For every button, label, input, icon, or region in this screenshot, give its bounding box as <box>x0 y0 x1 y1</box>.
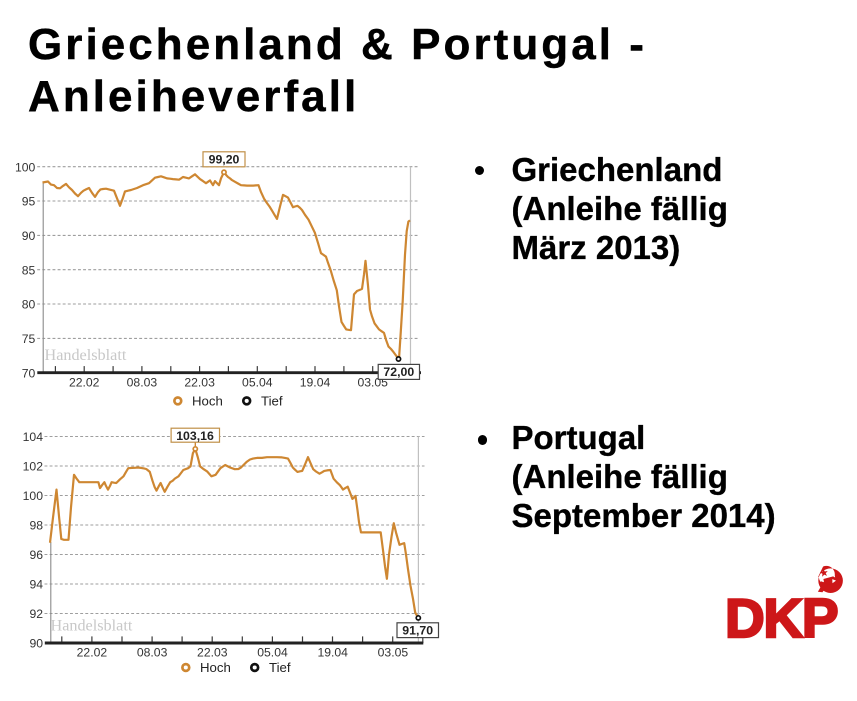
svg-text:90: 90 <box>22 229 36 243</box>
svg-text:Handelsblatt: Handelsblatt <box>51 616 133 634</box>
svg-text:05.04: 05.04 <box>242 376 273 390</box>
svg-text:Tief: Tief <box>269 660 291 675</box>
svg-text:98: 98 <box>29 519 43 533</box>
svg-text:19.04: 19.04 <box>317 646 348 660</box>
svg-text:100: 100 <box>23 489 44 503</box>
svg-text:70: 70 <box>22 366 36 380</box>
svg-text:72,00: 72,00 <box>383 365 414 379</box>
svg-text:19.04: 19.04 <box>300 376 331 390</box>
svg-text:22.02: 22.02 <box>69 376 100 390</box>
svg-text:85: 85 <box>22 263 36 277</box>
svg-text:22.03: 22.03 <box>197 646 228 660</box>
svg-text:102: 102 <box>23 460 44 474</box>
svg-text:05.04: 05.04 <box>257 646 288 660</box>
svg-text:92: 92 <box>29 607 43 621</box>
svg-text:95: 95 <box>22 195 36 209</box>
svg-text:80: 80 <box>22 298 36 312</box>
svg-text:96: 96 <box>29 548 43 562</box>
svg-text:75: 75 <box>22 332 36 346</box>
svg-text:91,70: 91,70 <box>402 623 433 637</box>
svg-text:103,16: 103,16 <box>176 429 214 443</box>
svg-text:Tief: Tief <box>261 393 283 408</box>
svg-text:22.03: 22.03 <box>184 376 215 390</box>
svg-text:08.03: 08.03 <box>137 646 168 660</box>
svg-text:90: 90 <box>29 637 43 651</box>
svg-text:22.02: 22.02 <box>77 646 108 660</box>
svg-text:08.03: 08.03 <box>127 376 158 390</box>
svg-text:Hoch: Hoch <box>192 393 223 408</box>
svg-text:94: 94 <box>29 578 43 592</box>
svg-text:Handelsblatt: Handelsblatt <box>45 346 127 364</box>
svg-text:104: 104 <box>23 430 44 444</box>
svg-text:Hoch: Hoch <box>200 660 231 675</box>
svg-text:100: 100 <box>15 160 36 174</box>
svg-text:99,20: 99,20 <box>209 152 240 166</box>
svg-text:03.05: 03.05 <box>378 646 409 660</box>
